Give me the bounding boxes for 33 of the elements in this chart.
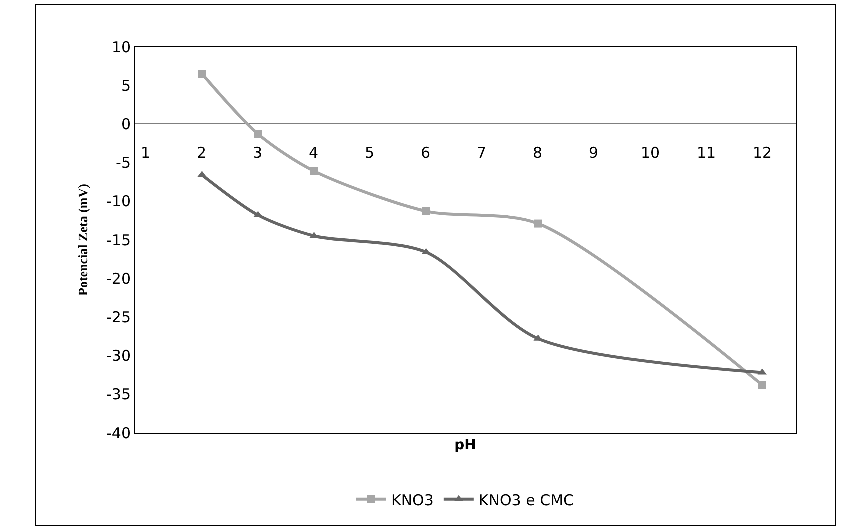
x-tick-label: 9	[589, 144, 599, 162]
y-tick-label: -20	[106, 270, 131, 288]
point	[310, 167, 318, 176]
x-tick-label: 6	[421, 144, 431, 162]
y-axis-title: Potencial Zeta (mV)	[75, 184, 90, 296]
y-tick-label: -25	[106, 308, 131, 326]
x-tick-label: 3	[253, 144, 263, 162]
y-tick-label: -35	[106, 386, 131, 404]
x-tick-label: 10	[641, 144, 660, 162]
x-tick-label: 7	[477, 144, 487, 162]
x-tick-label: 5	[365, 144, 375, 162]
legend-label: KNO3 e CMC	[478, 491, 574, 510]
y-tick-label: -40	[106, 424, 131, 442]
x-tick-label: 12	[753, 144, 772, 162]
x-tick-label: 4	[309, 144, 319, 162]
point	[758, 381, 766, 390]
y-tick-label: 10	[112, 38, 131, 56]
point	[534, 220, 542, 228]
y-tick-label: -5	[116, 154, 131, 172]
x-axis-title: pH	[454, 438, 476, 454]
y-tick-label: -10	[106, 192, 131, 211]
x-tick-label: 8	[533, 144, 543, 162]
y-tick-label: 0	[121, 115, 131, 134]
x-tick-label: 2	[197, 144, 207, 162]
x-tick-label: 1	[141, 144, 151, 162]
point	[198, 70, 206, 78]
point	[422, 207, 430, 216]
y-tick-label: 5	[121, 76, 131, 95]
legend-label: KNO3	[392, 491, 434, 510]
point	[254, 130, 262, 138]
y-tick-label: -15	[106, 231, 131, 250]
y-tick-label: -30	[106, 347, 131, 366]
x-tick-label: 11	[697, 144, 716, 162]
